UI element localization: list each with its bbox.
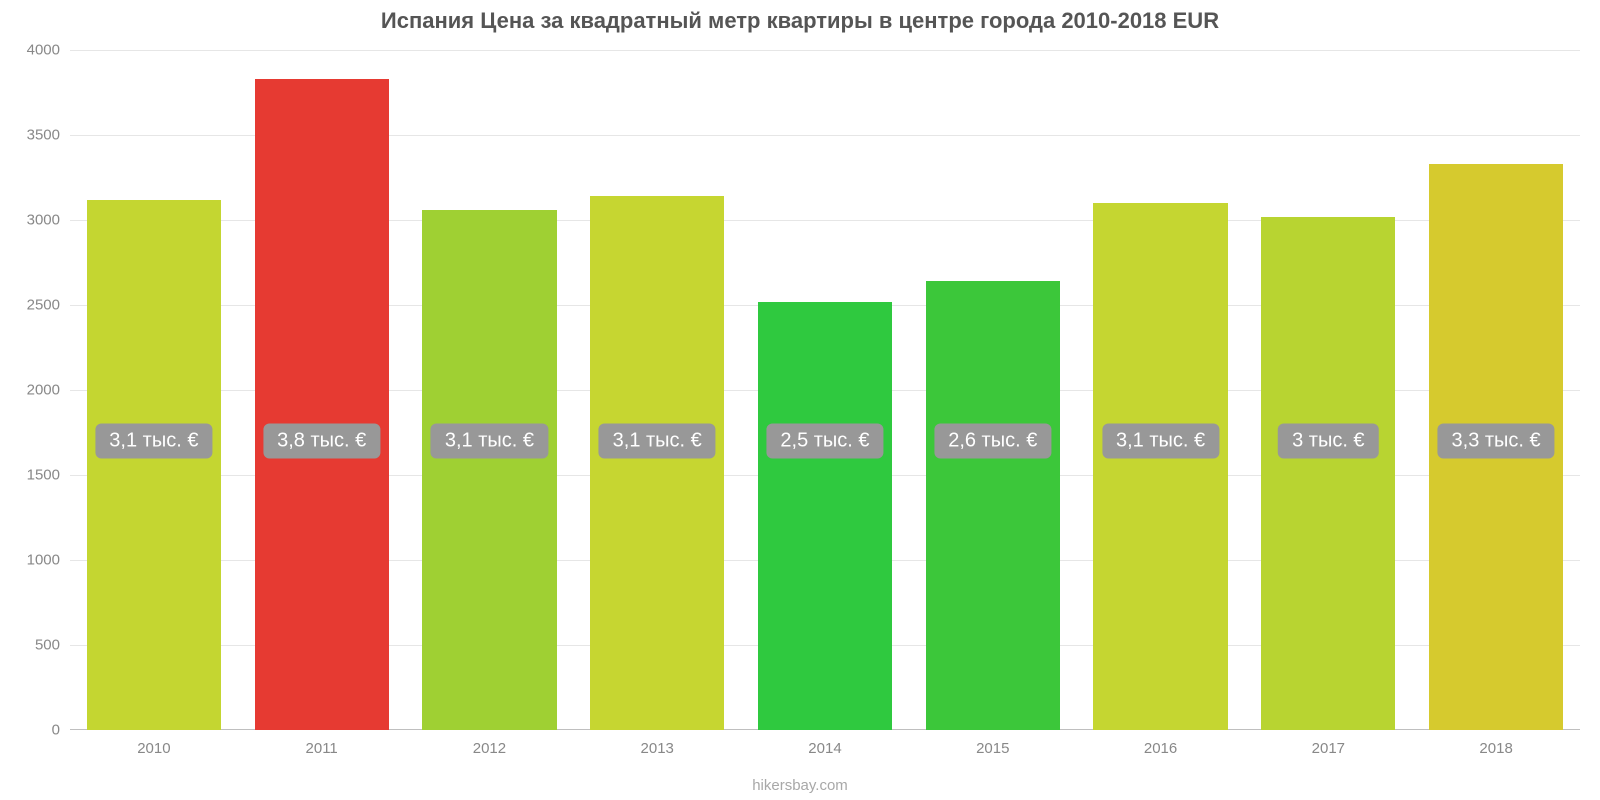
y-tick-label: 500 [35,637,70,654]
bar [926,281,1060,730]
bar [1261,217,1395,730]
value-badge: 3 тыс. € [1278,424,1378,459]
value-badge: 2,5 тыс. € [766,424,883,459]
bar-slot: 20142,5 тыс. € [758,50,892,730]
bar-slot: 20113,8 тыс. € [255,50,389,730]
y-tick-label: 3500 [27,127,70,144]
y-tick-label: 3000 [27,212,70,229]
bar-slot: 20103,1 тыс. € [87,50,221,730]
bar-slot: 20173 тыс. € [1261,50,1395,730]
x-tick-label: 2010 [137,740,170,757]
price-chart: Испания Цена за квадратный метр квартиры… [0,0,1600,800]
x-tick-label: 2014 [808,740,841,757]
value-badge: 3,3 тыс. € [1438,424,1555,459]
x-tick-label: 2012 [473,740,506,757]
bar [422,210,556,730]
value-badge: 3,8 тыс. € [263,424,380,459]
bar-slot: 20183,3 тыс. € [1429,50,1563,730]
x-tick-label: 2013 [641,740,674,757]
y-tick-label: 2000 [27,382,70,399]
value-badge: 3,1 тыс. € [431,424,548,459]
bars-container: 20103,1 тыс. € 20113,8 тыс. €20123,1 тыс.… [70,50,1580,730]
x-tick-label: 2016 [1144,740,1177,757]
y-tick-label: 4000 [27,42,70,59]
bar [87,200,221,730]
x-tick-label: 2011 [306,740,338,757]
bar-slot: 20152,6 тыс. € [926,50,1060,730]
bar-slot: 20123,1 тыс. € [422,50,556,730]
bar-slot: 20163,1 тыс. € [1093,50,1227,730]
y-tick-label: 1500 [27,467,70,484]
plot-area: 05001000150020002500300035004000 20103,1… [70,50,1580,730]
bar [1093,203,1227,730]
value-badge: 3,1 тыс. € [1102,424,1219,459]
bar [590,196,724,730]
value-badge: 2,6 тыс. € [934,424,1051,459]
chart-title: Испания Цена за квадратный метр квартиры… [0,8,1600,34]
source-label: hikersbay.com [0,777,1600,794]
value-badge: 3,1 тыс. € [95,424,212,459]
bar [758,302,892,730]
bar [255,79,389,730]
bar-slot: 20133,1 тыс. € [590,50,724,730]
x-tick-label: 2015 [976,740,1009,757]
value-badge: 3,1 тыс. € [599,424,716,459]
x-tick-label: 2018 [1479,740,1512,757]
y-tick-label: 0 [52,722,70,739]
x-tick-label: 2017 [1312,740,1345,757]
y-tick-label: 1000 [27,552,70,569]
y-tick-label: 2500 [27,297,70,314]
